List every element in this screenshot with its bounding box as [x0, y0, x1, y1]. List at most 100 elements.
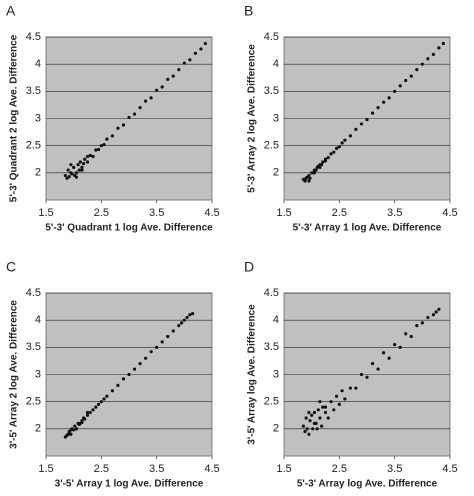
point [78, 160, 82, 164]
point [312, 410, 317, 415]
point [311, 427, 315, 431]
point [110, 389, 114, 393]
point [116, 383, 120, 387]
point [303, 179, 307, 183]
point [340, 389, 344, 393]
point [88, 410, 92, 415]
point [80, 420, 84, 424]
point [354, 386, 358, 390]
point [67, 175, 71, 179]
point [191, 312, 195, 316]
point [132, 112, 137, 116]
point [85, 154, 90, 159]
x-axis-title: 5'-3' Quadrant 1 log Ave. Difference [45, 223, 213, 234]
point [182, 318, 186, 322]
point [301, 424, 305, 428]
point [303, 429, 307, 434]
point [138, 362, 142, 366]
point [323, 410, 328, 415]
y-tick-label: 3.5 [264, 85, 279, 97]
point [340, 141, 344, 145]
y-tick-label: 4.5 [26, 31, 41, 43]
point [318, 165, 322, 169]
point [326, 416, 330, 420]
point [155, 88, 159, 92]
point [69, 428, 73, 432]
x-tick-label: 3.5 [387, 207, 402, 219]
point [398, 84, 402, 88]
point [199, 47, 203, 51]
point [188, 313, 192, 317]
point [382, 100, 386, 104]
point [420, 62, 424, 66]
point [96, 147, 101, 152]
point [166, 77, 170, 81]
point [387, 356, 391, 360]
point [326, 156, 330, 160]
point [88, 153, 92, 158]
point [320, 163, 324, 167]
point [127, 115, 131, 120]
point [96, 402, 101, 406]
point [66, 168, 70, 172]
point [185, 315, 189, 320]
point [80, 168, 84, 172]
point [177, 324, 181, 328]
point [307, 173, 311, 178]
point [415, 68, 419, 72]
point [149, 96, 153, 100]
point [105, 137, 109, 141]
point [334, 394, 339, 398]
y-tick-label: 2.5 [26, 140, 41, 152]
y-tick-label: 4.5 [264, 287, 279, 299]
y-tick-label: 2.5 [264, 396, 279, 408]
y-tick-label: 3.5 [264, 341, 279, 353]
point [69, 163, 73, 167]
point [304, 416, 308, 420]
y-tick-label: 3.5 [26, 85, 41, 97]
point [354, 127, 358, 131]
point [74, 427, 79, 431]
point [370, 362, 375, 366]
point [348, 134, 352, 138]
point [315, 427, 319, 431]
point [63, 173, 67, 178]
point [409, 74, 413, 78]
panel-label: A [6, 3, 16, 19]
y-tick-label: 4.5 [264, 31, 279, 43]
y-tick-label: 3 [35, 112, 41, 124]
point [160, 340, 164, 344]
y-tick-label: 3 [273, 368, 279, 380]
point [343, 138, 347, 142]
point [387, 96, 391, 100]
point [132, 367, 137, 371]
point [382, 351, 386, 355]
y-tick-label: 2 [273, 167, 279, 179]
point [370, 111, 375, 115]
point [323, 159, 328, 163]
point [334, 146, 339, 150]
point [149, 350, 153, 354]
point [138, 106, 142, 110]
point [365, 375, 369, 379]
y-axis-title: 5'-3' Array 2 log Ave. Difference [247, 44, 258, 193]
y-tick-label: 4 [273, 314, 279, 326]
point [314, 168, 318, 172]
point [398, 345, 402, 349]
point [321, 160, 325, 164]
x-tick-label: 1.5 [276, 207, 291, 219]
y-tick-label: 2.5 [264, 140, 279, 152]
point [318, 416, 322, 420]
point [144, 99, 148, 103]
point [127, 372, 131, 377]
point [82, 161, 86, 166]
y-axis-title: 5'-3' Quadrant 2 log Ave. Difference [9, 34, 20, 202]
x-tick-label: 2.5 [332, 207, 347, 219]
x-tick-label: 2.5 [94, 207, 109, 219]
point [188, 58, 192, 62]
point [74, 171, 79, 175]
x-tick-label: 2.5 [332, 463, 347, 475]
point [308, 176, 312, 180]
point [70, 172, 74, 176]
point [426, 57, 430, 61]
